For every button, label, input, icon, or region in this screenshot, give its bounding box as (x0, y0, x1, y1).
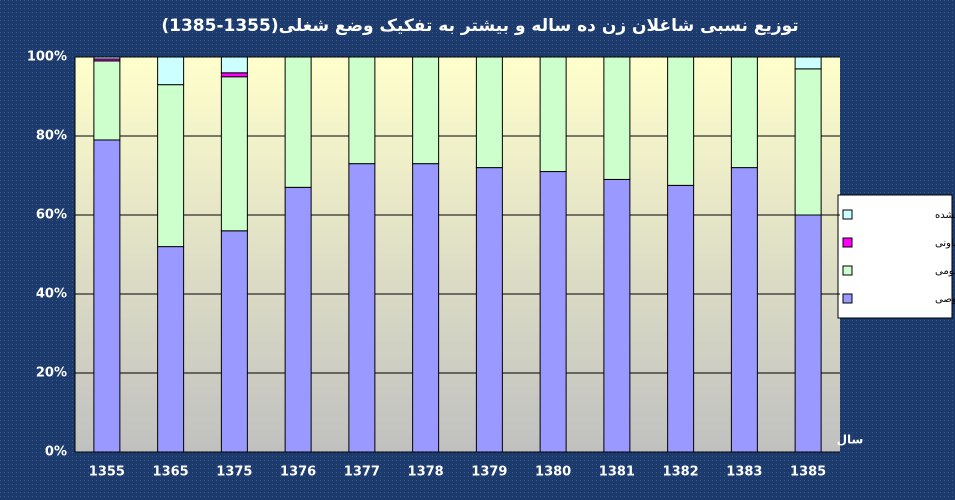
chart-title: توزیع نسبی شاغلان زن ده ساله و بیشتر به … (161, 16, 798, 36)
legend-swatch (842, 293, 853, 304)
bar-segment (157, 56, 185, 86)
x-tick-label: 1377 (344, 465, 380, 480)
bar-segment (220, 72, 248, 78)
bar-segment (603, 178, 631, 453)
bar-segment (412, 163, 440, 453)
x-axis-title: سال (837, 433, 864, 447)
bar-segment (157, 246, 185, 453)
y-tick-label: 0% (45, 445, 67, 460)
x-tick-label: 1383 (726, 465, 762, 480)
bar-segment (220, 56, 248, 74)
legend-label: اظهار نشده (935, 210, 955, 221)
bar-segment (603, 56, 631, 180)
bar-segment (794, 214, 822, 453)
bar-segment (93, 56, 121, 60)
y-tick-label: 80% (36, 129, 67, 144)
bar-segment (539, 56, 567, 173)
y-tick-label: 60% (36, 208, 67, 223)
legend (837, 194, 953, 319)
bar-segment (284, 56, 312, 188)
bar-segment (220, 76, 248, 232)
bar-segment (730, 56, 758, 169)
bar-segment (157, 84, 185, 248)
legend-swatch (842, 209, 853, 220)
x-tick-label: 1375 (216, 465, 252, 480)
x-tick-label: 1355 (89, 465, 125, 480)
x-tick-label: 1379 (471, 465, 507, 480)
bar-segment (475, 56, 503, 169)
bar-segment (284, 186, 312, 453)
y-tick-label: 100% (27, 50, 67, 65)
x-tick-label: 1378 (408, 465, 444, 480)
bar-segment (667, 184, 695, 453)
x-tick-label: 1385 (790, 465, 826, 480)
x-tick-label: 1382 (663, 465, 699, 480)
bar-segment (348, 163, 376, 453)
legend-label: بخش تعاونی (935, 238, 955, 249)
bar-segment (220, 230, 248, 453)
bar-segment (348, 56, 376, 165)
legend-label: بخش خصوصی (935, 294, 955, 305)
x-tick-label: 1381 (599, 465, 635, 480)
x-tick-label: 1365 (153, 465, 189, 480)
y-tick-label: 20% (36, 366, 67, 381)
bar-segment (412, 56, 440, 165)
x-tick-label: 1380 (535, 465, 571, 480)
legend-swatch (842, 237, 853, 248)
legend-label: بخش عمومی (935, 266, 955, 277)
bar-segment (539, 171, 567, 453)
bar-segment (794, 56, 822, 70)
x-tick-label: 1376 (280, 465, 316, 480)
bar-segment (475, 167, 503, 453)
y-tick-label: 40% (36, 287, 67, 302)
bar-segment (667, 56, 695, 186)
bar-segment (93, 60, 121, 141)
bar-segment (794, 68, 822, 216)
plot-area (75, 57, 840, 452)
bar-segment (730, 167, 758, 453)
bar-segment (93, 139, 121, 453)
legend-swatch (842, 265, 853, 276)
